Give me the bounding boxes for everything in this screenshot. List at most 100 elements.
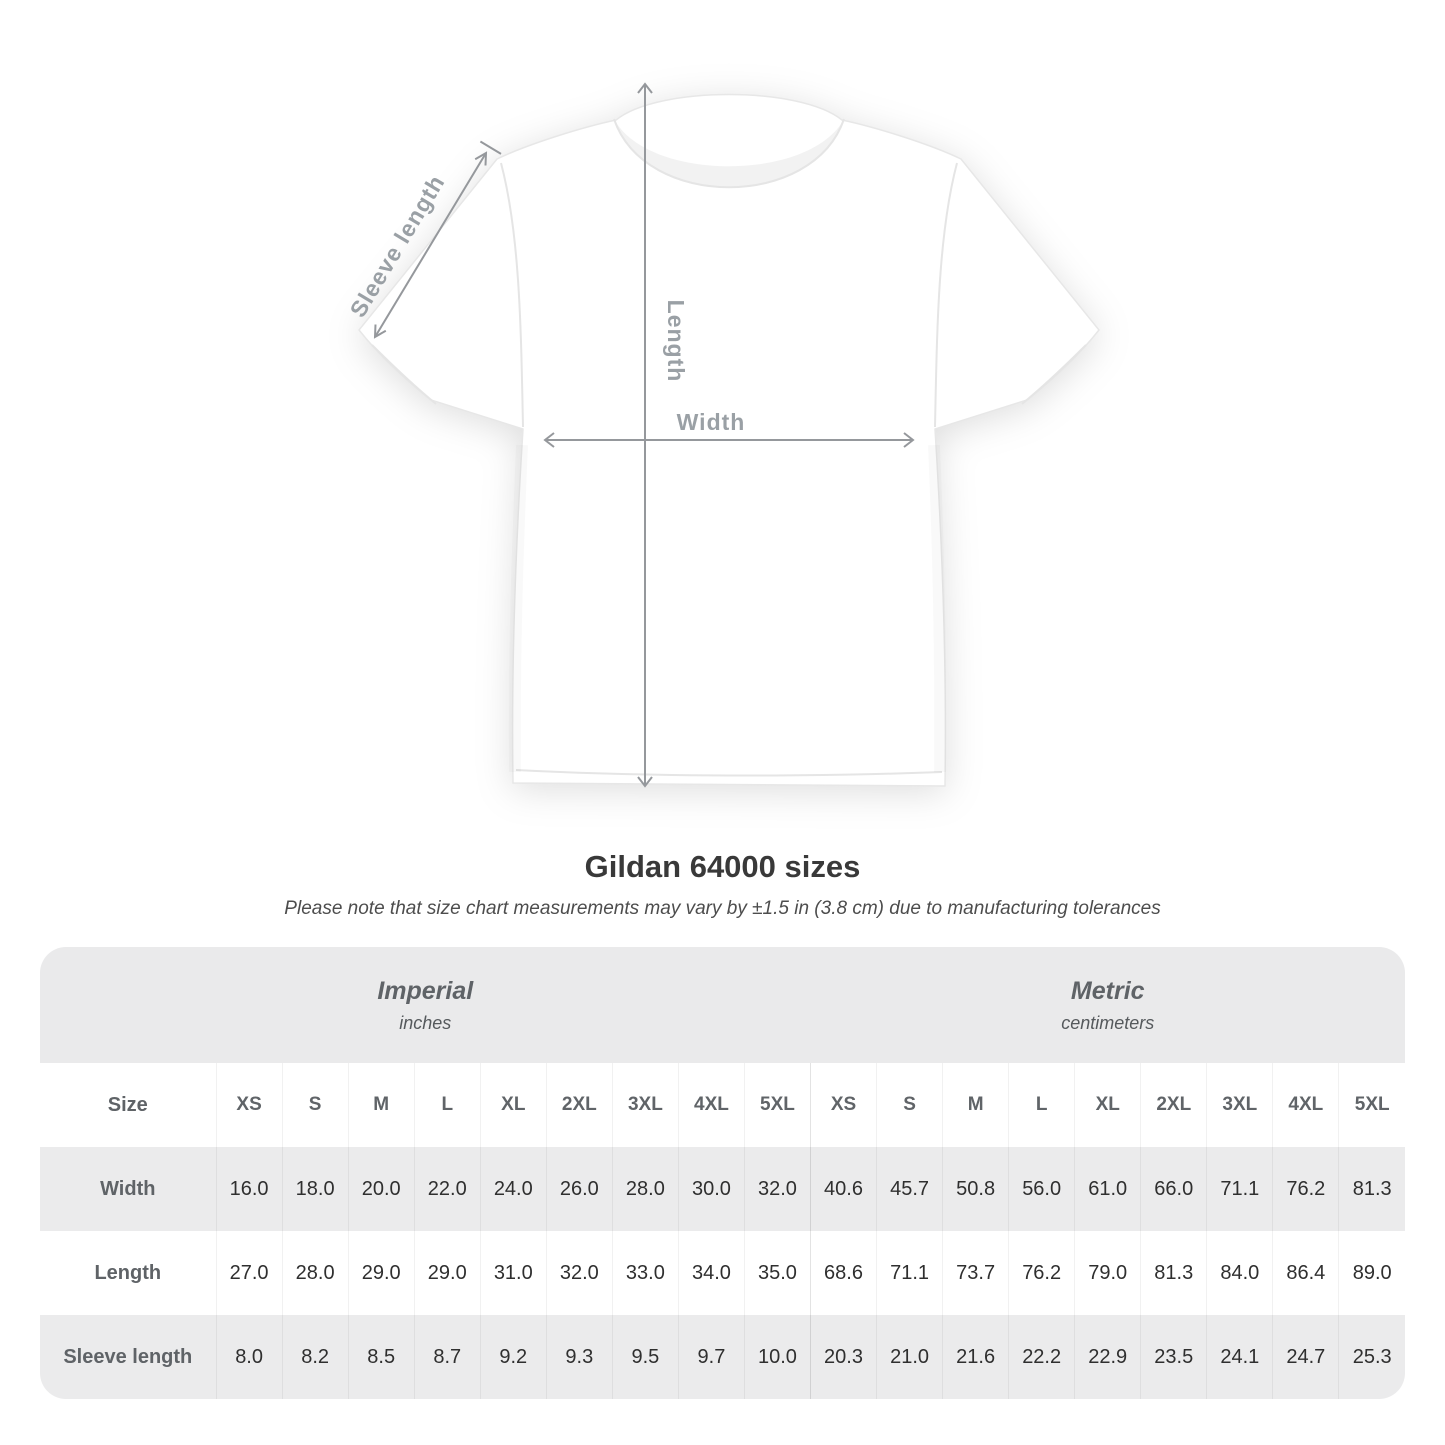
measurement-value: 20.0 [347, 1147, 415, 1231]
size-header-label: Size [40, 1063, 217, 1147]
measurement-value: 9.3 [545, 1315, 613, 1399]
measurement-row: Length 27.0 28.0 29.0 29.0 31.0 32.0 33.0 34.0 35… [40, 1231, 1405, 1315]
imperial-section-unit: inches [399, 1012, 452, 1033]
measurement-value: 66.0 [1140, 1147, 1207, 1231]
size-column-header: XL [479, 1063, 547, 1147]
measurement-value: 86.4 [1272, 1231, 1339, 1315]
size-column-header: XS [809, 1063, 877, 1147]
size-column-header: 2XL [545, 1063, 613, 1147]
measurement-value: 22.9 [1074, 1315, 1141, 1399]
measurement-value: 8.7 [413, 1315, 481, 1399]
measurement-value: 10.0 [743, 1315, 811, 1399]
measurement-value: 81.3 [1140, 1231, 1207, 1315]
measurement-value: 68.6 [809, 1231, 877, 1315]
measurement-value: 9.7 [677, 1315, 745, 1399]
measurement-value: 8.2 [281, 1315, 349, 1399]
imperial-section-title: Imperial [377, 976, 474, 1005]
measurement-value: 32.0 [545, 1231, 613, 1315]
bottom-hem-seam [515, 769, 943, 777]
measurement-value: 84.0 [1206, 1231, 1273, 1315]
size-column-header: 2XL [1140, 1063, 1207, 1147]
measurement-value: 9.2 [479, 1315, 547, 1399]
width-arrow [543, 432, 915, 448]
measurement-value: 61.0 [1074, 1147, 1141, 1231]
measurement-value: 76.2 [1008, 1231, 1075, 1315]
measurement-value: 26.0 [545, 1147, 613, 1231]
measurement-row-label: Length [40, 1231, 217, 1315]
right-armhole-seam [934, 162, 958, 428]
metric-section-unit: centimeters [1061, 1012, 1155, 1033]
measurement-value: 32.0 [743, 1147, 811, 1231]
size-column-header: M [942, 1063, 1009, 1147]
size-table: Imperial inches Metric centimeters Size … [40, 947, 1405, 1399]
measurement-value: 29.0 [413, 1231, 481, 1315]
size-column-header: XS [215, 1063, 283, 1147]
imperial-header-cell: Imperial inches [40, 947, 811, 1063]
measurement-value: 25.3 [1338, 1315, 1405, 1399]
left-cuff-seam [371, 344, 437, 405]
right-body-shading [934, 445, 940, 772]
tolerance-note: Please note that size chart measurements… [284, 898, 1161, 919]
measurement-row: Width 16.0 18.0 20.0 22.0 24.0 26.0 28.0 30.0 32.… [40, 1147, 1405, 1231]
size-header-row: Size XS S M L XL 2XL 3XL 4XL 5XL XS S M L XL 2XL 3XL 4XL… [40, 1063, 1405, 1147]
length-arrow [637, 82, 653, 788]
size-column-header: L [413, 1063, 481, 1147]
right-cuff-seam [1021, 344, 1087, 405]
measurement-value: 9.5 [611, 1315, 679, 1399]
measurement-value: 31.0 [479, 1231, 547, 1315]
measurement-value: 29.0 [347, 1231, 415, 1315]
measurement-value: 28.0 [611, 1147, 679, 1231]
sleeve-length-arrow [373, 140, 502, 339]
measurement-value: 18.0 [281, 1147, 349, 1231]
collar-seam [613, 118, 845, 189]
size-column-header: XL [1074, 1063, 1141, 1147]
measurement-value: 33.0 [611, 1231, 679, 1315]
measurement-value: 8.5 [347, 1315, 415, 1399]
collar-band [614, 119, 844, 188]
measurement-value: 45.7 [876, 1147, 943, 1231]
size-column-header: 5XL [1338, 1063, 1405, 1147]
measurement-row: Sleeve length 8.0 8.2 8.5 8.7 9.2 9.3 9.5 9.7 10.… [40, 1315, 1405, 1399]
measurement-value: 22.2 [1008, 1315, 1075, 1399]
measurement-row-label: Sleeve length [40, 1315, 217, 1399]
metric-section-title: Metric [1070, 976, 1145, 1005]
measurement-value: 20.3 [809, 1315, 877, 1399]
size-column-header: 4XL [677, 1063, 745, 1147]
measurement-value: 79.0 [1074, 1231, 1141, 1315]
unit-band-row: Imperial inches Metric centimeters [40, 947, 1405, 1063]
size-column-header: 4XL [1272, 1063, 1339, 1147]
length-label: Length [663, 300, 689, 383]
measurement-value: 35.0 [743, 1231, 811, 1315]
width-label: Width [677, 409, 746, 435]
measurement-value: 24.0 [479, 1147, 547, 1231]
size-column-header: L [1008, 1063, 1075, 1147]
measurement-value: 22.0 [413, 1147, 481, 1231]
measurement-value: 24.7 [1272, 1315, 1339, 1399]
measurement-value: 50.8 [942, 1147, 1009, 1231]
size-column-header: S [281, 1063, 349, 1147]
measurement-value: 40.6 [809, 1147, 877, 1231]
measurement-value: 34.0 [677, 1231, 745, 1315]
measurement-value: 73.7 [942, 1231, 1009, 1315]
measurement-value: 89.0 [1338, 1231, 1405, 1315]
measurement-value: 28.0 [281, 1231, 349, 1315]
measurement-value: 24.1 [1206, 1315, 1273, 1399]
page-title: Gildan 64000 sizes [584, 849, 861, 884]
measurement-value: 81.3 [1338, 1147, 1405, 1231]
measurement-value: 8.0 [215, 1315, 283, 1399]
left-armhole-seam [500, 162, 524, 428]
size-column-header: 5XL [743, 1063, 811, 1147]
size-table-body: Imperial inches Metric centimeters Size … [40, 947, 1405, 1399]
measurement-value: 71.1 [876, 1231, 943, 1315]
measurement-value: 16.0 [215, 1147, 283, 1231]
measurement-value: 56.0 [1008, 1147, 1075, 1231]
measurement-value: 30.0 [677, 1147, 745, 1231]
size-column-header: 3XL [611, 1063, 679, 1147]
measurement-value: 76.2 [1272, 1147, 1339, 1231]
measurement-value: 23.5 [1140, 1315, 1207, 1399]
measurement-value: 21.0 [876, 1315, 943, 1399]
measurement-row-label: Width [40, 1147, 217, 1231]
measurement-value: 71.1 [1206, 1147, 1273, 1231]
measurement-value: 21.6 [942, 1315, 1009, 1399]
